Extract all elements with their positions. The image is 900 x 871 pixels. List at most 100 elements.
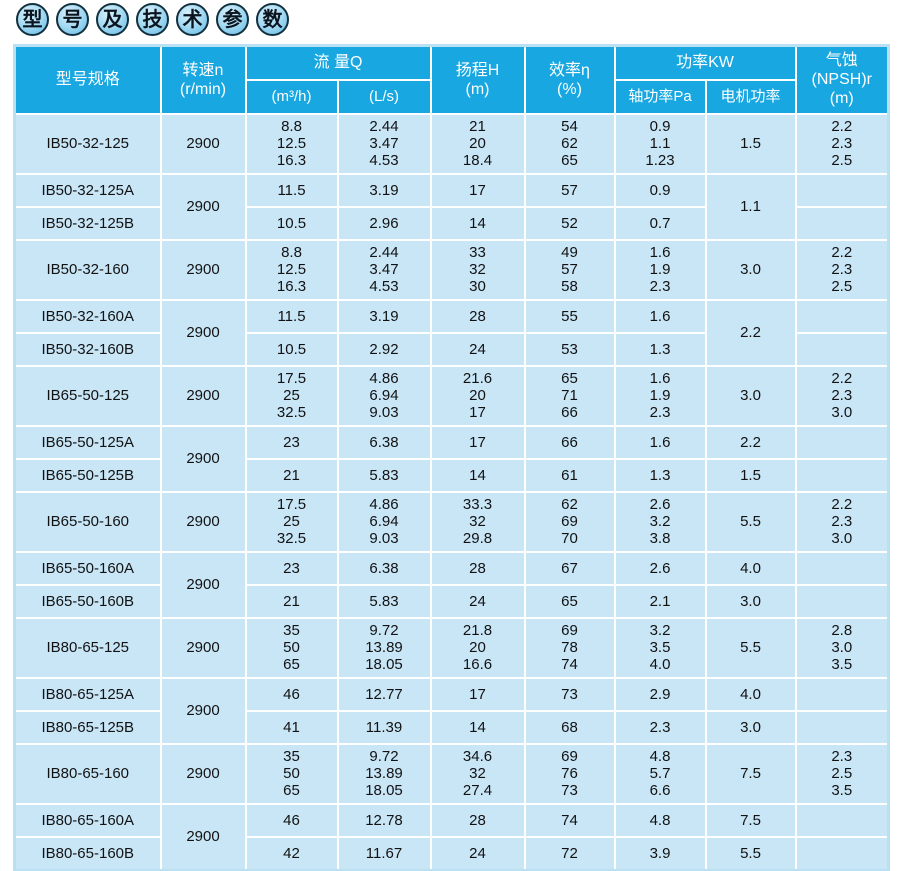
value-line: 2.3 xyxy=(831,513,853,530)
motor-power-cell: 3.0 xyxy=(704,583,797,619)
value-line: 57 xyxy=(561,261,578,278)
efficiency-cell: 69 78 74 xyxy=(523,616,616,679)
npsh-cell xyxy=(794,802,890,838)
value-line: 3.5 xyxy=(831,782,853,799)
value-line: 2.5 xyxy=(831,765,853,782)
shaft-power-cell: 4.8 xyxy=(613,802,707,838)
flow-ls-cell: 2.44 3.47 4.53 xyxy=(336,112,432,175)
value-line: 25 xyxy=(283,387,300,404)
value-line: 2.2 xyxy=(831,370,853,387)
speed-cell: 2900 xyxy=(159,676,247,745)
value-line: 33 xyxy=(469,244,486,261)
flow-m3h-cell: 23 xyxy=(244,550,339,586)
value-line: 35 xyxy=(283,748,300,765)
efficiency-cell: 68 xyxy=(523,709,616,745)
shaft-power-cell: 2.1 xyxy=(613,583,707,619)
efficiency-cell: 67 xyxy=(523,550,616,586)
value-line: 32 xyxy=(469,261,486,278)
npsh-cell xyxy=(794,331,890,367)
table-row: IB80-65-125B 41 11.39 14 68 2.3 3.0 xyxy=(13,709,890,745)
model-cell: IB50-32-125A xyxy=(13,172,162,208)
efficiency-cell: 52 xyxy=(523,205,616,241)
flow-m3h-cell: 41 xyxy=(244,709,339,745)
npsh-cell: 2.2 2.3 3.0 xyxy=(794,490,890,553)
efficiency-cell: 61 xyxy=(523,457,616,493)
value-line: 13.89 xyxy=(365,639,403,656)
col-header-npsh: 气蚀 (NPSH)r (m) xyxy=(794,44,890,115)
value-line: 13.89 xyxy=(365,765,403,782)
value-line: 69 xyxy=(561,513,578,530)
value-line: 3.5 xyxy=(649,639,671,656)
flow-ls-cell: 11.39 xyxy=(336,709,432,745)
table-body: IB50-32-125 2900 8.8 12.5 16.3 2.44 3.47 4.53 21… xyxy=(13,112,890,871)
value-line: 62 xyxy=(561,496,578,513)
value-line: 32 xyxy=(469,765,486,782)
efficiency-cell: 72 xyxy=(523,835,616,871)
head-cell: 28 xyxy=(429,298,526,334)
model-cell: IB50-32-160A xyxy=(13,298,162,334)
efficiency-cell: 73 xyxy=(523,676,616,712)
efficiency-cell: 69 76 73 xyxy=(523,742,616,805)
value-line: 65 xyxy=(283,656,300,673)
head-cell: 14 xyxy=(429,205,526,241)
value-line: 9.03 xyxy=(369,530,399,547)
value-line: 17 xyxy=(469,404,486,421)
title-char: 及 xyxy=(96,3,129,36)
value-line: 32.5 xyxy=(276,404,307,421)
value-line: 71 xyxy=(561,387,578,404)
value-line: 1.23 xyxy=(645,152,675,169)
flow-ls-cell: 4.86 6.94 9.03 xyxy=(336,490,432,553)
value-line: 1.6 xyxy=(649,370,671,387)
value-line: 18.05 xyxy=(365,656,403,673)
value-line: 25 xyxy=(283,513,300,530)
table-row: IB65-50-125 2900 17.5 25 32.5 4.86 6.94 9.03 21.… xyxy=(13,364,890,427)
value-line: 70 xyxy=(561,530,578,547)
table-row: IB80-65-160A 2900 46 12.78 28 74 4.8 7.5 xyxy=(13,802,890,871)
efficiency-cell: 57 xyxy=(523,172,616,208)
model-cell: IB80-65-125A xyxy=(13,676,162,712)
value-line: 2.3 xyxy=(831,748,853,765)
col-header-npsh-line2: (NPSH)r xyxy=(811,71,872,89)
value-line: 2.2 xyxy=(831,118,853,135)
motor-power-cell: 3.0 xyxy=(704,709,797,745)
speed-cell: 2900 xyxy=(159,364,247,427)
value-line: 16.3 xyxy=(276,152,307,169)
head-cell: 24 xyxy=(429,583,526,619)
table-row: IB50-32-125B 10.5 2.96 14 52 0.7 xyxy=(13,205,890,241)
motor-power-cell: 3.0 xyxy=(704,238,797,301)
head-cell: 33.3 32 29.8 xyxy=(429,490,526,553)
value-line: 2.5 xyxy=(831,278,853,295)
table-row: IB65-50-125B 21 5.83 14 61 1.3 1.5 xyxy=(13,457,890,493)
value-line: 30 xyxy=(469,278,486,295)
value-line: 2.3 xyxy=(649,404,671,421)
table-row: IB50-32-160B 10.5 2.92 24 53 1.3 xyxy=(13,331,890,367)
table-row: IB50-32-160A 2900 11.5 3.19 28 55 1.6 2.2 xyxy=(13,298,890,367)
table-row: IB65-50-160A 2900 23 6.38 28 67 2.6 4.0 xyxy=(13,550,890,619)
npsh-cell xyxy=(794,709,890,745)
speed-cell: 2900 xyxy=(159,742,247,805)
value-line: 73 xyxy=(561,782,578,799)
npsh-cell xyxy=(794,457,890,493)
flow-m3h-cell: 21 xyxy=(244,583,339,619)
motor-power-cell: 2.2 xyxy=(704,298,797,367)
value-line: 9.72 xyxy=(369,748,399,765)
flow-ls-cell: 9.72 13.89 18.05 xyxy=(336,742,432,805)
flow-ls-cell: 6.38 xyxy=(336,424,432,460)
efficiency-cell: 53 xyxy=(523,331,616,367)
value-line: 3.0 xyxy=(831,639,853,656)
spec-table-wrap: 型号规格 转速n (r/min) 流 量Q 扬程H (m) 效率η (%) 功率… xyxy=(13,44,890,871)
value-line: 27.4 xyxy=(462,782,493,799)
value-line: 62 xyxy=(561,135,578,152)
value-line: 17.5 xyxy=(276,370,307,387)
efficiency-cell: 55 xyxy=(523,298,616,334)
shaft-power-cell: 1.6 xyxy=(613,298,707,334)
shaft-power-cell: 2.6 xyxy=(613,550,707,586)
table-row: IB80-65-160B 42 11.67 24 72 3.9 5.5 xyxy=(13,835,890,871)
value-line: 65 xyxy=(561,152,578,169)
flow-m3h-cell: 11.5 xyxy=(244,172,339,208)
npsh-cell: 2.8 3.0 3.5 xyxy=(794,616,890,679)
model-cell: IB65-50-160A xyxy=(13,550,162,586)
head-cell: 28 xyxy=(429,802,526,838)
flow-ls-cell: 5.83 xyxy=(336,457,432,493)
